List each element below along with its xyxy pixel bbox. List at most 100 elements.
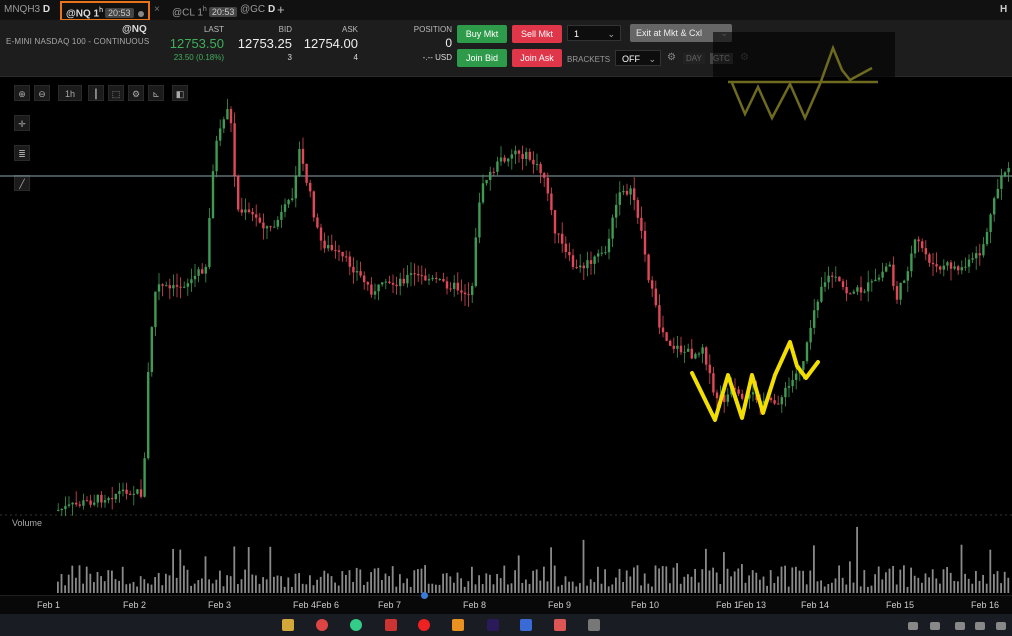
- layout-icon[interactable]: ◧: [172, 85, 188, 101]
- candle: [679, 345, 683, 353]
- chevron-down-icon: ⌄: [720, 28, 728, 38]
- candle: [402, 278, 405, 284]
- candle: [312, 191, 315, 218]
- app-icon[interactable]: [520, 619, 532, 631]
- candle: [301, 148, 305, 164]
- line-tool-icon[interactable]: ╱: [14, 175, 30, 191]
- volume-bar: [744, 582, 747, 593]
- candle: [528, 151, 531, 160]
- volume-bar: [629, 576, 632, 593]
- zoom-in-icon[interactable]: ⊕: [14, 85, 30, 101]
- app-icon[interactable]: [385, 619, 397, 631]
- join-ask-button[interactable]: Join Ask: [512, 49, 562, 67]
- candle: [395, 284, 398, 287]
- interval-button[interactable]: 1h: [58, 85, 82, 101]
- tab-mnqh3[interactable]: MNQH3 D: [4, 4, 51, 15]
- wifi-icon[interactable]: [955, 622, 965, 630]
- tab-gc[interactable]: @GC D: [240, 4, 276, 15]
- quantity-input[interactable]: 1 ⌄: [567, 25, 621, 41]
- candle: [352, 266, 355, 273]
- candle: [251, 211, 254, 215]
- volume-bar: [262, 577, 264, 593]
- candle: [795, 373, 798, 381]
- candle: [179, 286, 182, 288]
- volume-bar: [719, 584, 722, 593]
- candle: [165, 285, 168, 287]
- candle: [291, 198, 294, 200]
- candle: [157, 284, 161, 292]
- candle: [759, 399, 762, 404]
- candle: [640, 217, 643, 231]
- candle-style-icon[interactable]: ┃: [88, 85, 104, 101]
- premiere-icon[interactable]: [487, 619, 499, 631]
- volume-bar: [409, 586, 412, 593]
- zoom-out-icon[interactable]: ⊖: [34, 85, 50, 101]
- chrome-icon[interactable]: [316, 619, 328, 631]
- x-axis-label: Feb 6: [316, 600, 340, 610]
- volume-bar: [251, 574, 254, 593]
- volume-bar: [528, 583, 531, 593]
- volume-bar: [219, 570, 221, 593]
- file-explorer-icon[interactable]: [282, 619, 294, 631]
- volume-bar: [373, 568, 376, 593]
- gear-icon[interactable]: ⚙: [740, 52, 749, 63]
- volume-bar: [406, 578, 408, 593]
- candle: [762, 400, 765, 404]
- volume-bar: [201, 578, 203, 593]
- price-chart[interactable]: [0, 76, 1012, 516]
- add-tab-button[interactable]: +: [277, 2, 285, 17]
- volume-bar: [463, 586, 466, 593]
- app-icon[interactable]: [350, 619, 362, 631]
- gear-icon[interactable]: ⚙: [667, 52, 676, 63]
- hotkey-indicator[interactable]: H: [1000, 4, 1008, 15]
- ask-size: 4: [353, 53, 358, 62]
- join-bid-button[interactable]: Join Bid: [457, 49, 507, 67]
- candle: [831, 275, 834, 277]
- battery-icon[interactable]: [996, 622, 1006, 630]
- symbol-label: @NQ: [122, 24, 147, 35]
- tab-nq-active[interactable]: @NQ 1h 20:53: [60, 1, 150, 21]
- volume-bar: [769, 570, 772, 593]
- indicator-icon[interactable]: ⊾: [148, 85, 164, 101]
- volume-bar: [489, 574, 491, 593]
- volume-bar: [755, 572, 758, 593]
- brackets-select[interactable]: OFF ⌄: [615, 50, 661, 66]
- app-icon[interactable]: [588, 619, 600, 631]
- candle: [517, 150, 521, 154]
- crosshair-icon[interactable]: ✛: [14, 115, 30, 131]
- select-box-icon[interactable]: ⬚: [108, 85, 124, 101]
- notes-icon[interactable]: ≣: [14, 145, 30, 161]
- volume-icon[interactable]: [975, 622, 985, 630]
- volume-bar: [726, 568, 729, 593]
- candle: [172, 285, 175, 289]
- buy-market-button[interactable]: Buy Mkt: [457, 25, 507, 43]
- candle: [568, 251, 571, 256]
- volume-bar: [107, 570, 110, 593]
- candle: [859, 287, 863, 293]
- volume-bar: [496, 573, 498, 593]
- tab-close-icon[interactable]: ×: [154, 4, 160, 15]
- tif-day-button[interactable]: DAY: [683, 53, 705, 64]
- bid-size: 3: [287, 53, 292, 62]
- candle: [129, 493, 132, 495]
- exit-at-market-button[interactable]: Exit at Mkt & Cxl ⌄: [630, 24, 732, 42]
- scroll-handle[interactable]: [421, 592, 428, 599]
- volume-bar: [600, 583, 603, 593]
- app-icon[interactable]: [554, 619, 566, 631]
- candle: [287, 199, 290, 205]
- tray-icon[interactable]: [908, 622, 918, 630]
- tab-cl[interactable]: @CL 1h 20:53: [172, 0, 238, 20]
- tif-gtc-button[interactable]: GTC: [710, 53, 733, 64]
- volume-bar: [150, 584, 153, 593]
- candle: [777, 403, 780, 405]
- sell-market-button[interactable]: Sell Mkt: [512, 25, 562, 43]
- volume-bar: [474, 584, 477, 593]
- gear-icon[interactable]: ⚙: [128, 85, 144, 101]
- app-icon[interactable]: [452, 619, 464, 631]
- candle: [715, 392, 719, 399]
- candle: [834, 276, 837, 278]
- candle: [744, 398, 747, 400]
- volume-bar: [539, 580, 542, 593]
- camera-icon[interactable]: [930, 622, 940, 630]
- record-icon[interactable]: [418, 619, 430, 631]
